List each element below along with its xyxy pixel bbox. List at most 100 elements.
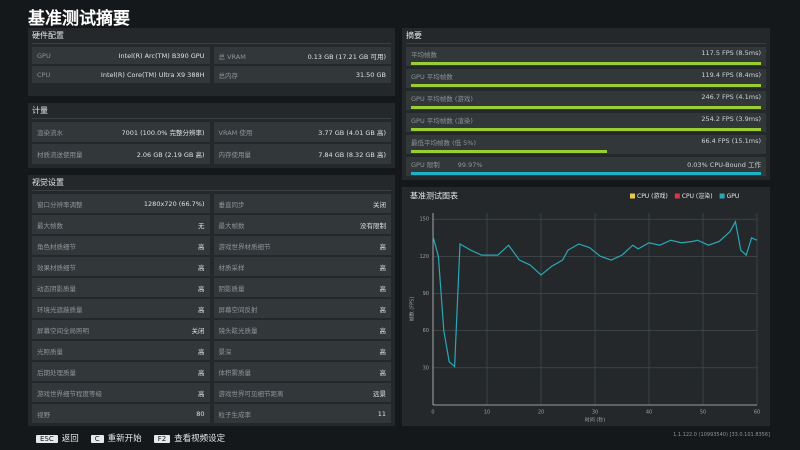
table-row: 后期处理质量 高 体积雾质量 高 (32, 362, 391, 381)
cell-value: 高 (379, 263, 387, 272)
panel-title: 摘要 (406, 28, 766, 44)
limit-value: 99.97% (457, 161, 483, 169)
table-cell: 镜头眩光质量 高 (213, 320, 391, 339)
cell-label: 角色材质细节 (37, 242, 76, 251)
summary-text: GPU 平均帧数 (渲染) 254.2 FPS (3.9ms) (411, 115, 761, 125)
summary-row: GPU 平均帧数 (渲染) 254.2 FPS (3.9ms) (406, 113, 766, 132)
table-cell: 窗口分辨率调整 1280x720 (66.7%) (32, 194, 210, 213)
table-cell: 游戏世界材质细节 高 (213, 236, 391, 255)
chart: 基准测试图表 30 60 90 120 150 0 10 20 30 40 50 60 时间 (秒) 帧数… (409, 191, 761, 424)
table-row: 角色材质细节 高 游戏世界材质细节 高 (32, 236, 391, 255)
table-cell: 总内存 31.50 GB (213, 66, 391, 83)
cell-label: 总内存 (218, 71, 239, 80)
table-row: 动态阴影质量 高 阴影质量 高 (32, 278, 391, 297)
summary-value: 254.2 FPS (3.9ms) (701, 115, 761, 123)
x-tick-label: 60 (754, 410, 760, 416)
table-row: 材质流送使用量 2.06 GB (2.19 GB 高) 内存使用量 7.84 GB (… (32, 144, 391, 164)
summary-panel: 摘要平均帧数 117.5 FPS (8.5ms) GPU 平均帧数 119.4 FPS… (402, 28, 770, 180)
cell-label: 屏幕空间反射 (218, 305, 258, 314)
table-cell: 最大帧数 无 (32, 215, 210, 234)
cell-label: 体积雾质量 (218, 368, 252, 377)
chart-panel: 基准测试图表 30 60 90 120 150 0 10 20 30 40 50 60 时间 (秒) 帧数… (402, 187, 770, 426)
cell-value: 高 (198, 368, 205, 377)
summary-value: 117.5 FPS (8.5ms) (701, 49, 761, 57)
footer-action[interactable]: C 重新开始 (90, 432, 142, 444)
cell-label: 渲染流水 (37, 129, 63, 137)
y-axis-label: 帧数 (FPS) (409, 297, 416, 322)
version: 1.1.122.0 (10993540) [33.0.101.8356] (673, 432, 770, 438)
hardware-panel: 硬件配置 GPU Intel(R) Arc(TM) B390 GPU 总 VRAM 0.… (28, 28, 395, 96)
cell-value: 高 (379, 305, 387, 314)
key-label: 返回 (61, 434, 79, 444)
table-cell: 游戏世界可见细节距离 远景 (213, 383, 391, 402)
cell-value: 高 (379, 284, 387, 293)
table-cell: 后期处理质量 高 (32, 362, 210, 381)
cell-label: 动态阴影质量 (37, 284, 76, 293)
cell-value: 远景 (373, 389, 386, 398)
table-row: CPU Intel(R) Core(TM) Ultra X9 388H 总内存 31.… (32, 66, 391, 83)
table-cell: 角色材质细节 高 (32, 236, 210, 255)
cell-label: 最大帧数 (218, 221, 245, 230)
summary-value: 66.4 FPS (15.1ms) (701, 137, 761, 145)
table-cell: 光照质量 高 (32, 341, 210, 360)
cell-label: 粒子生成率 (218, 410, 252, 419)
table-cell: 渲染流水 7001 (100.0% 完整分辨率) (32, 122, 210, 142)
metrics-panel: 计量 渲染流水 7001 (100.0% 完整分辨率) VRAM 使用 3.77 GB … (28, 103, 395, 168)
x-tick-label: 10 (484, 410, 490, 416)
limit-bar (411, 172, 761, 175)
cell-label: CPU (37, 70, 51, 79)
table-row: 效果材质细节 高 材质采样 高 (32, 257, 391, 276)
summary-bar (411, 128, 761, 131)
legend-swatch (630, 193, 635, 199)
summary-label: GPU 平均帧数 (游戏) (411, 95, 473, 103)
summary-label: 平均帧数 (411, 51, 437, 59)
x-axis-label: 时间 (秒) (585, 417, 606, 424)
cell-label: 光照质量 (37, 347, 63, 356)
summary-label: GPU 平均帧数 (411, 73, 453, 81)
table-cell: 最大帧数 没有限制 (213, 215, 391, 234)
cell-value: 1280x720 (66.7%) (143, 199, 205, 208)
cell-label: VRAM 使用 (218, 129, 253, 137)
summary-bar (411, 106, 761, 109)
limit-group: GPU 限制 99.97% (411, 159, 483, 169)
cell-value: 没有限制 (360, 221, 386, 230)
cell-label: 最大帧数 (37, 221, 63, 230)
limit-label: GPU 限制 (411, 161, 440, 169)
summary-text: GPU 平均帧数 119.4 FPS (8.4ms) (411, 71, 761, 81)
legend-label: CPU (渲染) (682, 192, 713, 200)
summary-label: 最低平均帧数 (低 5%) (411, 139, 477, 147)
cell-label: 效果材质细节 (37, 263, 76, 272)
table-cell: 材质采样 高 (213, 257, 391, 276)
summary-row: 最低平均帧数 (低 5%) 66.4 FPS (15.1ms) (406, 135, 766, 154)
page-title: 基准测试摘要 (28, 9, 130, 29)
cell-label: 游戏世界材质细节 (218, 242, 271, 251)
cell-value: 高 (379, 326, 387, 335)
table-cell: 内存使用量 7.84 GB (8.32 GB 高) (213, 144, 391, 164)
summary-text: 平均帧数 117.5 FPS (8.5ms) (411, 49, 761, 59)
cell-label: 环境光遮蔽质量 (37, 305, 83, 314)
table-cell: 总 VRAM 0.13 GB (17.21 GB 可用) (213, 47, 391, 64)
cell-value: 高 (379, 368, 387, 377)
table-row: 光照质量 高 景深 高 (32, 341, 391, 360)
key-cap: F2 (153, 435, 171, 443)
summary-text: 最低平均帧数 (低 5%) 66.4 FPS (15.1ms) (411, 137, 761, 147)
cell-value: 80 (196, 409, 205, 418)
cell-label: 垂直同步 (218, 200, 245, 209)
key-cap: C (90, 435, 104, 443)
cell-value: 2.06 GB (2.19 GB 高) (136, 151, 205, 159)
footer-action[interactable]: F2 查看视频设定 (153, 432, 225, 444)
table-row: 游戏世界细节程度等级 高 游戏世界可见细节距离 远景 (32, 383, 391, 402)
table-row: 视野 80 粒子生成率 11 (32, 404, 391, 423)
cell-value: Intel(R) Core(TM) Ultra X9 388H (100, 70, 205, 79)
cell-value: 7001 (100.0% 完整分辨率) (121, 129, 205, 137)
legend-swatch (719, 193, 725, 199)
panel-title: 硬件配置 (32, 28, 391, 44)
cell-label: 后期处理质量 (37, 368, 76, 377)
legend-swatch (674, 193, 680, 199)
table-row: 窗口分辨率调整 1280x720 (66.7%) 垂直同步 关闭 (32, 194, 391, 213)
table-cell: 效果材质细节 高 (32, 257, 210, 276)
summary-text: GPU 限制 99.97% 0.03% CPU-Bound 工作 (411, 159, 761, 169)
legend-label: CPU (游戏) (637, 192, 668, 200)
summary-label: GPU 平均帧数 (渲染) (411, 117, 473, 125)
footer-action[interactable]: ESC 返回 (36, 432, 79, 444)
